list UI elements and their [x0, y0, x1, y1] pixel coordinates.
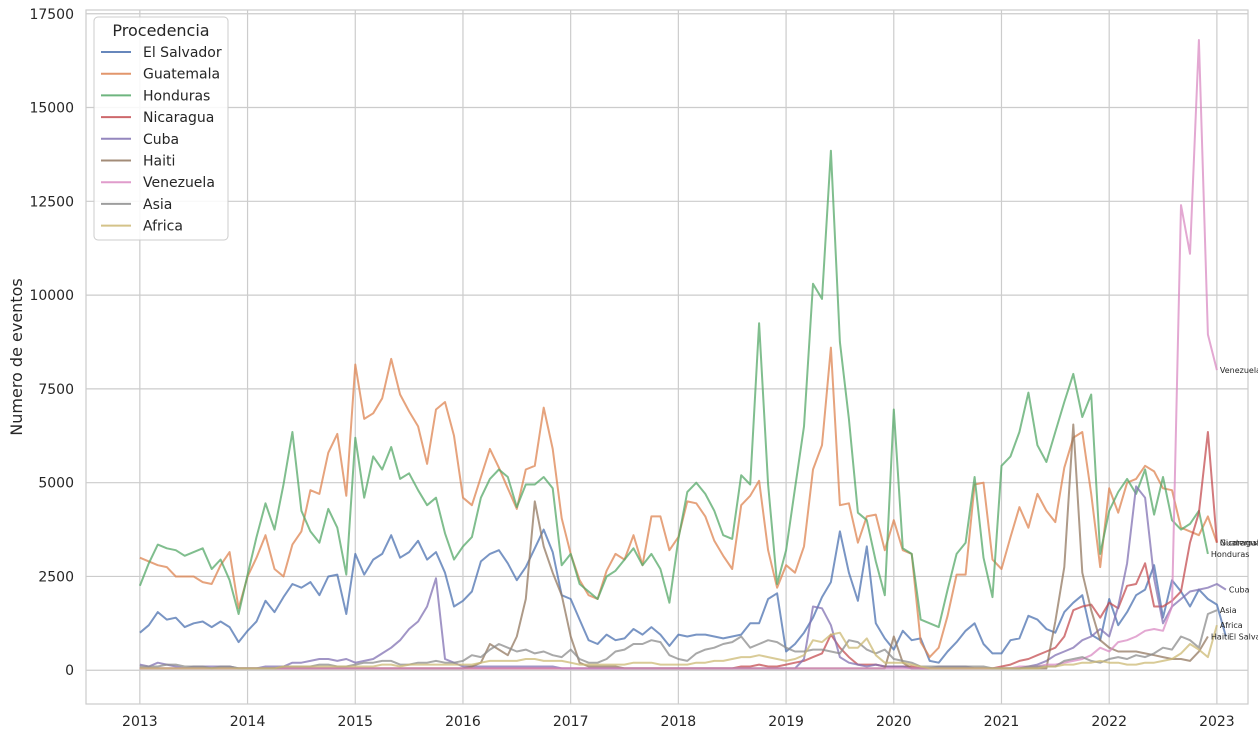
end-label-asia: Asia: [1220, 606, 1237, 615]
plot-area: [85, 9, 1249, 705]
series-line-el-salvador: [139, 528, 1227, 664]
series-lines: [138, 39, 1227, 670]
legend-label: Africa: [143, 219, 183, 235]
legend-title: Procedencia: [112, 21, 209, 40]
legend-label: Guatemala: [143, 67, 220, 83]
legend-label: Nicaragua: [143, 110, 214, 126]
legend-label: El Salvador: [143, 45, 222, 61]
end-label-africa: Africa: [1220, 621, 1243, 630]
end-label-haiti: Haiti: [1211, 632, 1230, 641]
end-label-venezuela: Venezuela: [1220, 366, 1258, 375]
x-tick-label: 2019: [768, 714, 804, 730]
series-line-africa: [139, 624, 1218, 670]
y-tick-label: 0: [65, 663, 74, 679]
x-tick-label: 2022: [1091, 714, 1127, 730]
x-gridlines: [139, 10, 1218, 704]
end-label-guatemala: Guatemala: [1220, 539, 1258, 548]
x-tick-labels: 2013 2014 2015 2016 2017 2018 2019 2020 2021 2022…: [122, 714, 1235, 730]
y-axis-title: Numero de eventos: [7, 278, 26, 435]
y-tick-label: 10000: [29, 288, 74, 304]
x-tick-label: 2023: [1199, 714, 1235, 730]
x-tick-label: 2015: [337, 714, 373, 730]
series-line-asia: [139, 609, 1218, 670]
series-end-labels: El Salvador Guatemala Honduras Nicaragua Cub…: [1211, 366, 1258, 641]
legend-label: Honduras: [143, 88, 210, 104]
y-tick-label: 2500: [38, 569, 74, 585]
y-gridlines: [86, 13, 1248, 671]
x-tick-label: 2020: [876, 714, 912, 730]
x-tick-label: 2021: [984, 714, 1020, 730]
end-label-honduras: Honduras: [1211, 550, 1250, 559]
end-label-nicaragua: Nicaragua: [1220, 539, 1258, 548]
y-tick-label: 17500: [29, 7, 74, 23]
legend[interactable]: Procedencia El Salvador Guatemala Honduras…: [93, 16, 229, 241]
x-tick-label: 2013: [122, 714, 158, 730]
y-tick-label: 12500: [29, 194, 74, 210]
x-tick-label: 2014: [230, 714, 266, 730]
series-line-honduras: [138, 149, 1209, 629]
x-tick-label: 2017: [553, 714, 589, 730]
legend-items: El Salvador Guatemala Honduras Nicaragua Cub…: [101, 45, 222, 235]
y-tick-label: 5000: [38, 476, 74, 492]
x-tick-label: 2018: [661, 714, 697, 730]
legend-label: Cuba: [143, 132, 179, 148]
legend-label: Venezuela: [143, 175, 215, 191]
legend-label: Haiti: [143, 154, 175, 170]
y-tick-labels: 0 2500 5000 7500 10000 12500 15000 17500: [29, 7, 74, 679]
x-tick-label: 2016: [445, 714, 481, 730]
legend-label: Asia: [143, 197, 172, 213]
y-tick-label: 7500: [38, 382, 74, 398]
y-tick-label: 15000: [29, 101, 74, 117]
end-label-el-salvador: El Salvador: [1229, 632, 1258, 641]
end-label-cuba: Cuba: [1229, 586, 1250, 595]
